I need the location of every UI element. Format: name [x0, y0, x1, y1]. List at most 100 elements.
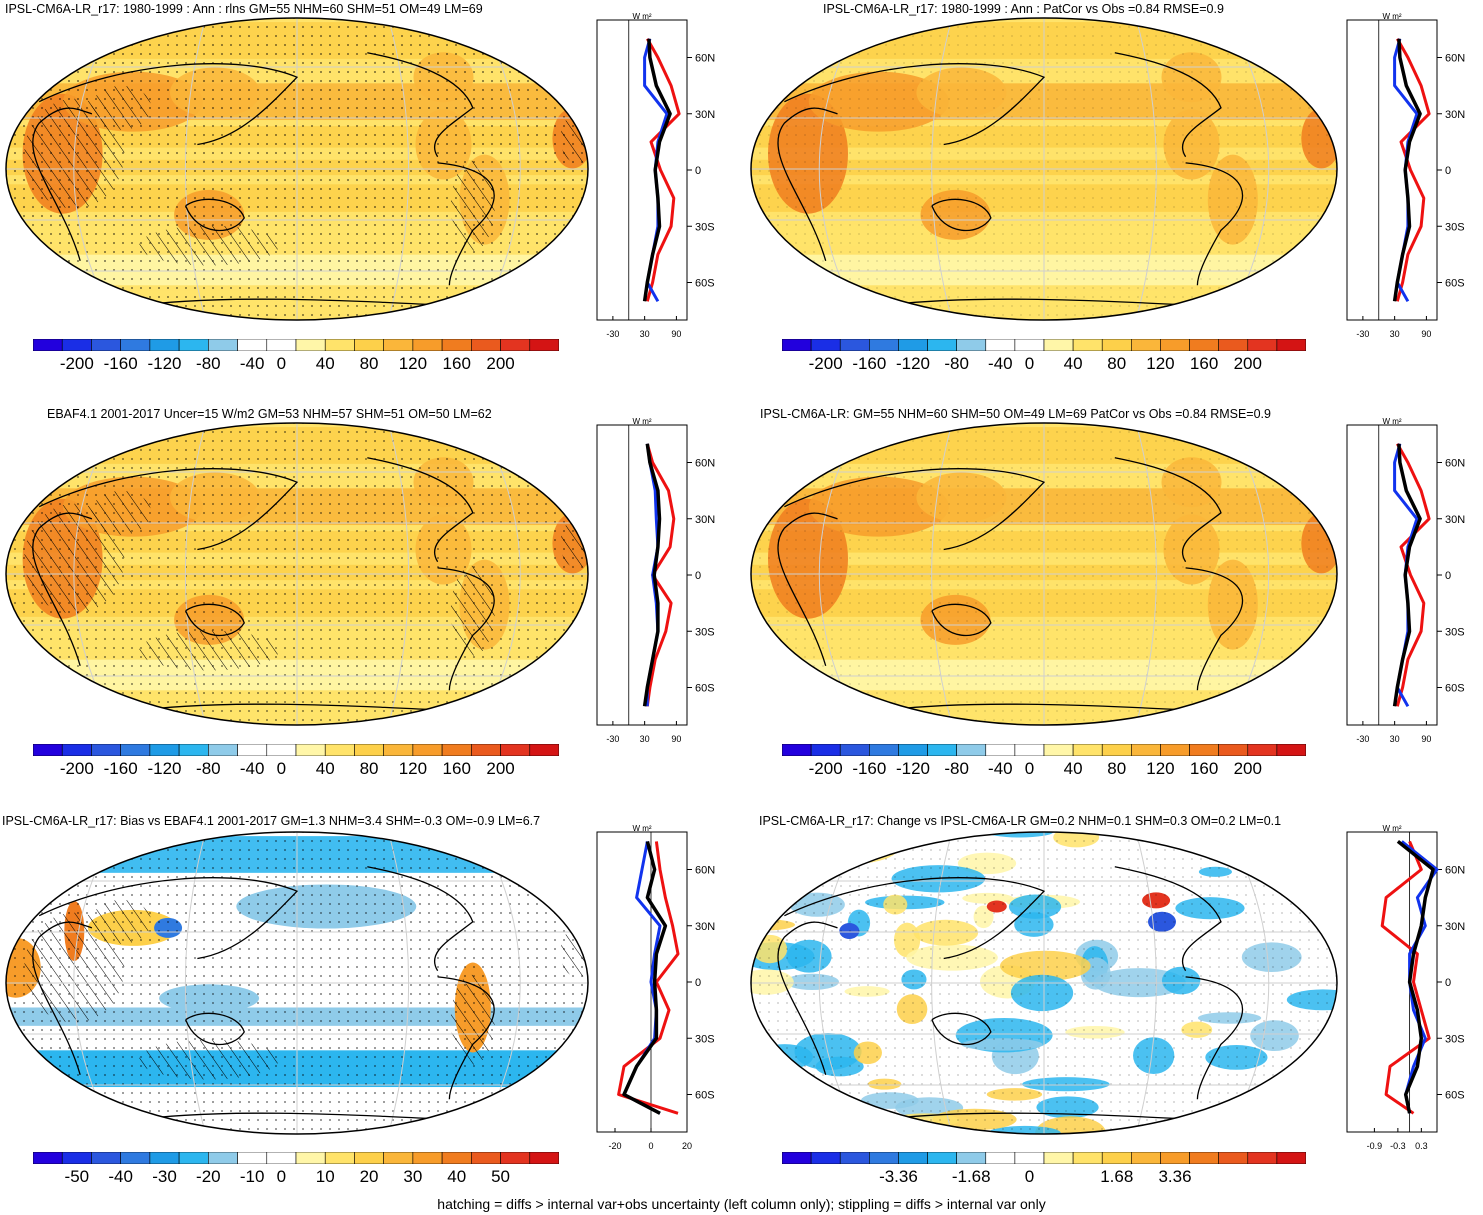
- colorbar-tick-label: 0: [1024, 1167, 1035, 1186]
- colorbar-tick-label: 80: [1107, 354, 1127, 373]
- colorbar-cell: [1160, 1152, 1190, 1164]
- colorbar-cell: [1014, 339, 1045, 351]
- colorbar: [33, 1152, 559, 1164]
- colorbar-tick-label: 0: [1024, 354, 1035, 373]
- colorbar-cell: [33, 744, 63, 756]
- zonal-mean-profile: W m² 60N 30N 0 30S 60S -30 30 90: [596, 417, 715, 744]
- colorbar-cell: [500, 744, 531, 756]
- colorbar-tick-label: -80: [944, 759, 969, 778]
- zonal-line-red: [1395, 443, 1431, 707]
- zonal-unit: W m²: [1382, 824, 1401, 833]
- zonal-y-tick: 0: [1445, 570, 1451, 582]
- zonal-y-tick: 60N: [1445, 53, 1465, 65]
- global-map: [750, 422, 1338, 726]
- zonal-x-tick: 30: [640, 329, 650, 339]
- zonal-mean-profile: W m² 60N 30N 0 30S 60S -0.9 -0.3 0.3: [1346, 824, 1465, 1151]
- colorbar-cell: [324, 744, 355, 756]
- colorbar-cell: [1072, 744, 1103, 756]
- panel-6: IPSL-CM6A-LR_r17: Change vs IPSL-CM6A-LR…: [745, 810, 1483, 1195]
- colorbar-tick-label: -160: [852, 759, 887, 778]
- zonal-line-red: [1395, 38, 1431, 302]
- zonal-x-tick: -20: [608, 1141, 621, 1151]
- colorbar-cell: [1189, 339, 1219, 351]
- colorbar-cell: [500, 1152, 531, 1164]
- colorbar-tick-label: -120: [895, 759, 931, 778]
- colorbar-cell: [208, 744, 238, 756]
- colorbar-tick-label: 0: [1024, 759, 1035, 778]
- colorbar-cell: [1043, 339, 1074, 351]
- colorbar-cell: [869, 339, 899, 351]
- colorbar-cell: [927, 1152, 957, 1164]
- colorbar-tick-label: -200: [59, 759, 94, 778]
- colorbar-cell: [839, 744, 870, 756]
- zonal-unit: W m²: [632, 12, 651, 21]
- colorbar-tick-label: 80: [1107, 759, 1127, 778]
- zonal-y-tick: 60N: [695, 865, 715, 877]
- colorbar-cell: [927, 744, 957, 756]
- colorbar-cell: [956, 1152, 987, 1164]
- zonal-x-tick: 30: [1390, 329, 1400, 339]
- zonal-y-tick: 0: [695, 570, 701, 582]
- colorbar-cell: [178, 339, 209, 351]
- colorbar-cell: [1189, 744, 1219, 756]
- colorbar-tick-label: 10: [315, 1167, 335, 1186]
- zonal-mean-profile: W m² 60N 30N 0 30S 60S -30 30 90: [1346, 417, 1465, 744]
- colorbar-cell: [985, 744, 1016, 756]
- zonal-unit: W m²: [632, 417, 651, 426]
- zonal-y-tick: 0: [695, 977, 701, 989]
- colorbar-tick-label: 0: [276, 759, 287, 778]
- colorbar-cell: [1131, 339, 1161, 351]
- colorbar-cell: [266, 339, 297, 351]
- panel-5: IPSL-CM6A-LR_r17: Bias vs EBAF4.1 2001-2…: [0, 810, 720, 1195]
- colorbar-tick-label: 160: [1189, 354, 1219, 373]
- colorbar-cell: [412, 339, 443, 351]
- colorbar-cell: [149, 339, 180, 351]
- panel-title: EBAF4.1 2001-2017 Uncer=15 W/m2 GM=53 NH…: [47, 407, 492, 421]
- colorbar-cell: [295, 339, 326, 351]
- zonal-unit: W m²: [1382, 417, 1401, 426]
- colorbar-cell: [471, 1152, 501, 1164]
- colorbar-tick-label: 40: [1063, 354, 1083, 373]
- colorbar-tick-label: 80: [359, 354, 379, 373]
- zonal-x-tick: -30: [606, 329, 619, 339]
- colorbar-cell: [1218, 1152, 1249, 1164]
- colorbar-cell: [1247, 339, 1278, 351]
- colorbar-cell: [295, 1152, 326, 1164]
- global-map: [5, 831, 589, 1135]
- colorbar-cell: [1101, 339, 1132, 351]
- panel-title: IPSL-CM6A-LR_r17: 1980-1999 : Ann : PatC…: [823, 2, 1224, 16]
- panel-4: IPSL-CM6A-LR: GM=55 NHM=60 SHM=50 OM=49 …: [745, 405, 1483, 800]
- colorbar-tick-label: -200: [808, 354, 843, 373]
- colorbar-cell: [839, 339, 870, 351]
- colorbar-tick-label: -50: [64, 1167, 90, 1186]
- panel-title: IPSL-CM6A-LR_r17: Change vs IPSL-CM6A-LR…: [759, 814, 1282, 828]
- zonal-x-tick: -30: [606, 734, 619, 744]
- colorbar-cell: [1218, 339, 1249, 351]
- colorbar-cell: [237, 744, 268, 756]
- colorbar-cell: [782, 744, 812, 756]
- colorbar-cell: [383, 744, 414, 756]
- colorbar-tick-label: 160: [1189, 759, 1219, 778]
- colorbar-cell: [120, 744, 151, 756]
- colorbar-cell: [810, 1152, 841, 1164]
- colorbar-cell: [1189, 1152, 1219, 1164]
- colorbar-cell: [412, 1152, 443, 1164]
- zonal-x-tick: -0.3: [1390, 1141, 1406, 1151]
- zonal-y-tick: 30S: [695, 626, 715, 638]
- colorbar-cell: [956, 339, 987, 351]
- zonal-y-tick: 60N: [695, 458, 715, 470]
- zonal-y-tick: 30N: [695, 921, 715, 933]
- colorbar-tick-label: 0: [276, 354, 287, 373]
- colorbar-cell: [324, 339, 355, 351]
- colorbar-tick-label: 160: [442, 354, 471, 373]
- colorbar-cell: [1276, 339, 1306, 351]
- colorbar-cell: [1247, 1152, 1278, 1164]
- colorbar-cell: [810, 744, 841, 756]
- colorbar-cell: [354, 339, 384, 351]
- colorbar-cell: [266, 744, 297, 756]
- zonal-x-tick: 90: [1421, 734, 1431, 744]
- colorbar-cell: [898, 1152, 928, 1164]
- zonal-y-tick: 30S: [1445, 626, 1465, 638]
- colorbar-cell: [208, 1152, 238, 1164]
- zonal-y-tick: 30S: [1445, 221, 1465, 233]
